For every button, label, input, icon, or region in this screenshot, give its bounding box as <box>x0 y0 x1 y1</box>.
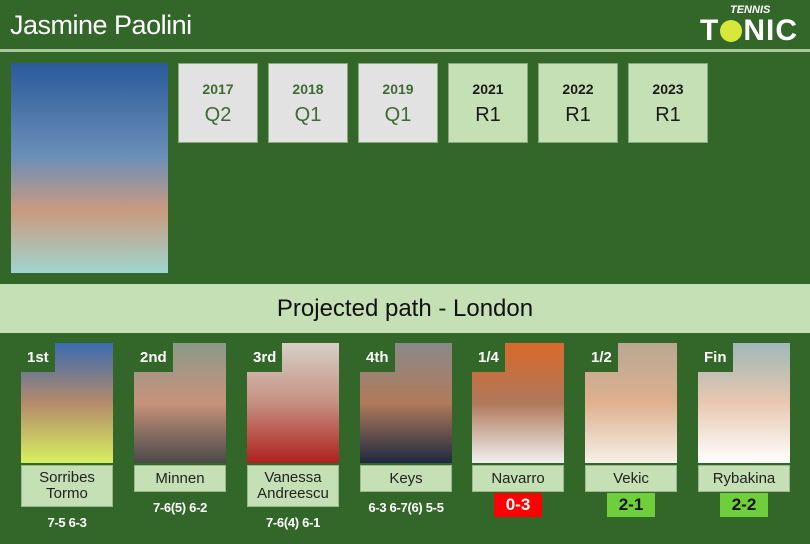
opponent-name: Sorribes Tormo <box>21 465 113 507</box>
opponent-name: Navarro <box>472 465 564 492</box>
opponent-4[interactable]: 4th Keys 6-3 6-7(6) 5-5 <box>360 343 452 515</box>
history-2017: 2017 Q2 <box>178 63 258 143</box>
player-photo <box>11 63 168 273</box>
opponent-photo: 1/4 <box>472 343 564 463</box>
score: 7-6(5) 6-2 <box>152 500 208 515</box>
history-2019: 2019 Q1 <box>358 63 438 143</box>
round-label: 3rd <box>247 343 283 372</box>
history-2022: 2022 R1 <box>538 63 618 143</box>
opponent-photo: 1st <box>21 343 113 463</box>
opponent-photo: 2nd <box>134 343 226 463</box>
opponent-photo: 3rd <box>247 343 339 463</box>
opponent-6[interactable]: 1/2 Vekic 2-1 <box>585 343 677 517</box>
round-label: 1/4 <box>472 343 505 372</box>
opponent-name: Keys <box>360 465 452 492</box>
tennis-tonic-logo: TENNIS T NIC <box>700 4 798 47</box>
round-label: 1/2 <box>585 343 618 372</box>
opponent-2[interactable]: 2nd Minnen 7-6(5) 6-2 <box>134 343 226 515</box>
h2h-badge: 0-3 <box>493 493 543 517</box>
opponent-5[interactable]: 1/4 Navarro 0-3 <box>472 343 564 517</box>
opponent-photo: Fin <box>698 343 790 463</box>
player-name: Jasmine Paolini <box>10 10 192 40</box>
round-label: 1st <box>21 343 55 372</box>
score: 6-3 6-7(6) 5-5 <box>368 500 444 515</box>
round-label: 2nd <box>134 343 173 372</box>
tennis-ball-icon <box>720 20 743 42</box>
round-label: Fin <box>698 343 733 372</box>
opponent-name: Vanessa Andreescu <box>247 465 339 507</box>
history-2018: 2018 Q1 <box>268 63 348 143</box>
opponent-1[interactable]: 1st Sorribes Tormo 7-5 6-3 <box>21 343 113 530</box>
opponent-photo: 4th <box>360 343 452 463</box>
score: 7-5 6-3 <box>47 515 87 530</box>
opponent-name: Vekic <box>585 465 677 492</box>
history-2021: 2021 R1 <box>448 63 528 143</box>
projected-path-banner: Projected path - London <box>0 284 810 333</box>
divider <box>0 49 810 52</box>
opponent-name: Minnen <box>134 465 226 492</box>
h2h-badge: 2-1 <box>606 493 656 517</box>
opponent-name: Rybakina <box>698 465 790 492</box>
history-2023: 2023 R1 <box>628 63 708 143</box>
round-label: 4th <box>360 343 395 372</box>
h2h-badge: 2-2 <box>719 493 769 517</box>
opponent-3[interactable]: 3rd Vanessa Andreescu 7-6(4) 6-1 <box>247 343 339 530</box>
opponent-photo: 1/2 <box>585 343 677 463</box>
opponent-7[interactable]: Fin Rybakina 2-2 <box>698 343 790 517</box>
score: 7-6(4) 6-1 <box>265 515 321 530</box>
